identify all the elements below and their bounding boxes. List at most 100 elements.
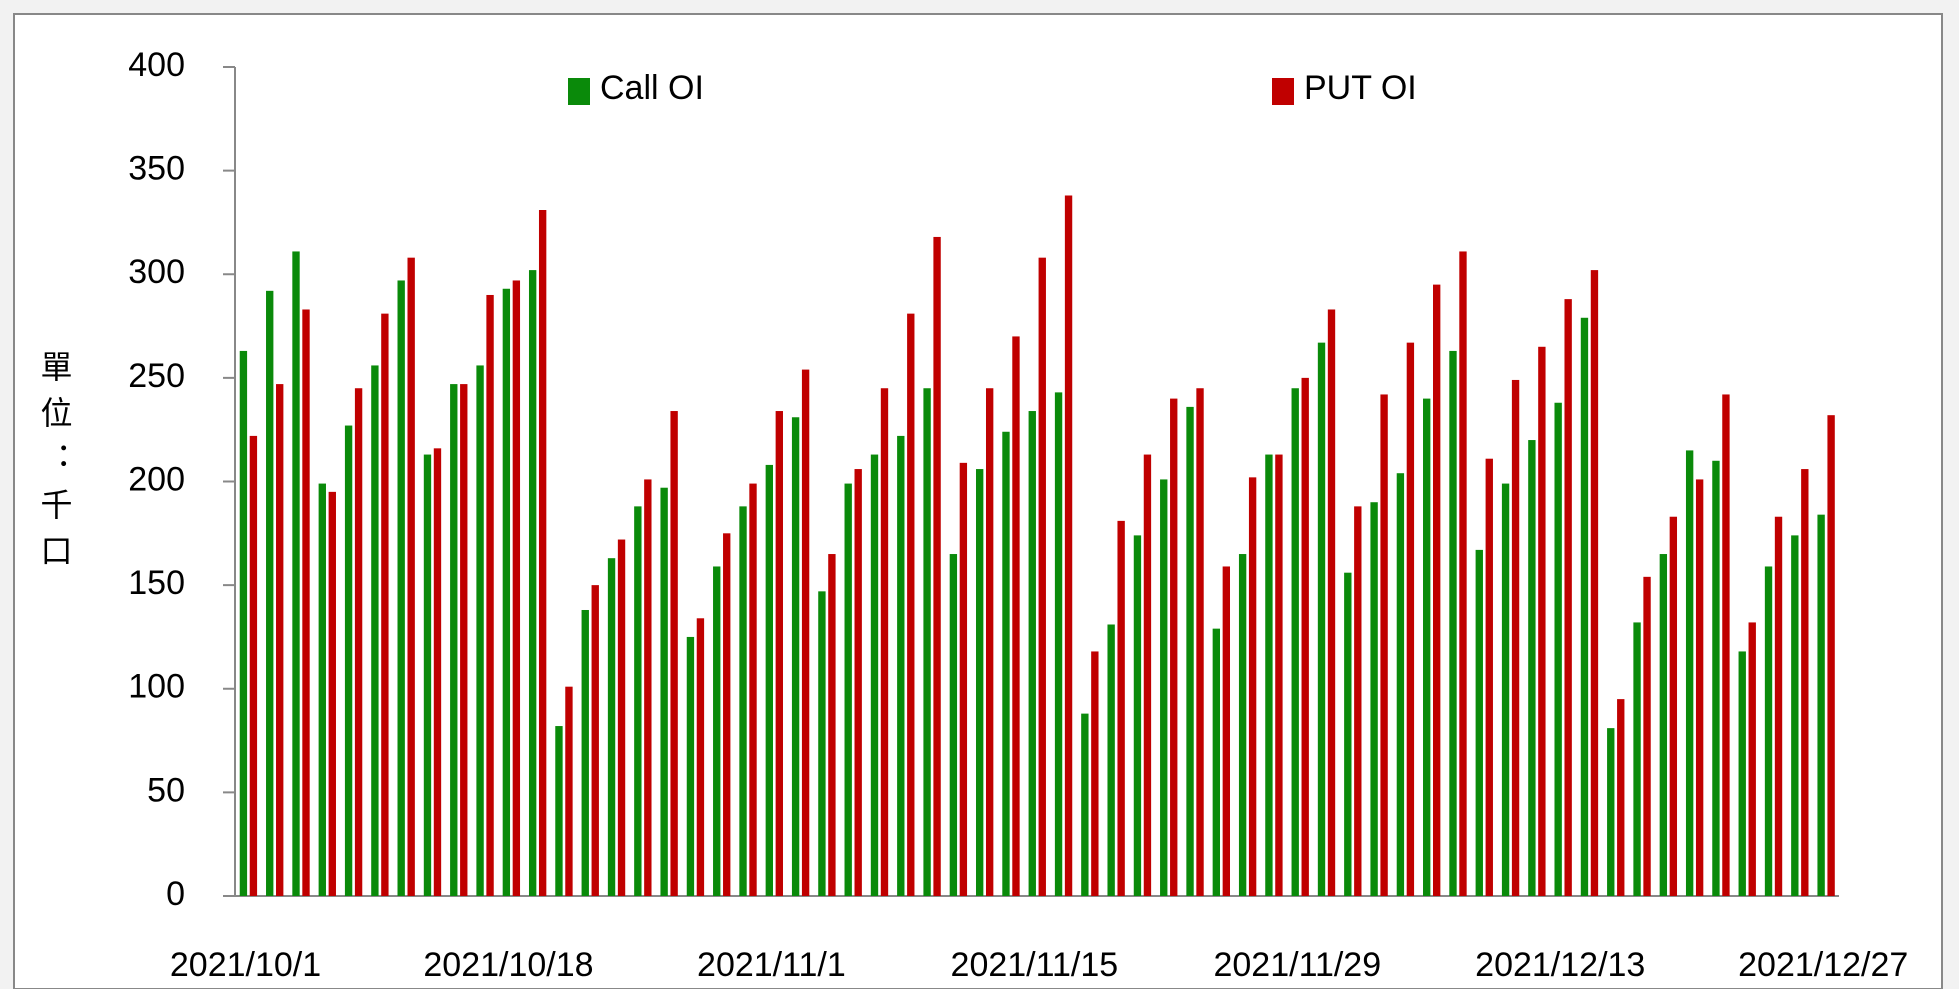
bar [723,533,731,896]
x-tick-label: 2021/11/29 [1213,946,1381,984]
x-tick-label: 2021/12/13 [1475,946,1645,984]
bar [1317,342,1326,897]
bar [1764,566,1773,896]
bar [854,469,862,896]
bar [1791,535,1799,896]
bar [1091,651,1099,896]
bar [276,384,284,896]
bar [1186,406,1194,896]
bar [1380,394,1388,896]
bar [502,288,511,896]
bar [1238,554,1247,896]
bar [1501,483,1510,896]
bar [528,270,537,897]
bar [328,491,336,896]
bar [617,539,626,896]
bar [1748,622,1756,896]
bar [1538,346,1546,897]
bar [1354,506,1362,896]
y-axis-title: 單位：千口 [37,350,73,580]
x-tick-label: 2021/10/1 [170,946,321,984]
bar [266,290,274,897]
bar [591,585,599,896]
bar [1160,479,1168,896]
x-tick-label: 2021/12/27 [1738,946,1908,984]
bar [1038,257,1046,896]
legend-label: Call OI [600,69,704,107]
bar [828,554,836,896]
bar [1511,379,1520,896]
bar [1685,450,1694,896]
bar [460,384,468,896]
bar [512,280,521,896]
bar [749,483,757,896]
bar [765,464,773,896]
bar [1554,402,1562,896]
bar [1528,440,1536,896]
bar [249,435,258,896]
bar [1659,554,1668,896]
bar [870,454,879,896]
bar [1344,572,1352,896]
bar [1564,299,1572,896]
bar [476,365,484,896]
bar [1170,398,1178,896]
bar [555,726,563,896]
bar [239,350,248,896]
y-tick-label: 100 [128,668,185,706]
x-tick-label: 2021/11/1 [697,946,846,984]
bar [1002,431,1010,896]
bar [1291,388,1299,896]
bar [1406,342,1415,897]
bar [644,479,652,896]
bar [775,411,783,896]
bar [1607,728,1615,896]
y-tick-label: 0 [166,875,185,913]
y-tick-label: 400 [128,46,185,84]
bar [1196,388,1204,896]
bar [1143,454,1152,896]
bar [1475,549,1483,896]
bar [670,411,678,896]
y-tick-label: 250 [128,357,185,395]
bar [486,294,494,897]
bar [975,469,984,896]
bar [1590,270,1599,897]
bar [292,251,300,896]
bar [1580,317,1589,897]
bar [1370,502,1378,896]
bar [1617,699,1625,896]
y-tick-label: 150 [128,564,185,602]
bar [1012,336,1020,896]
bar [371,365,379,896]
bar [318,483,326,896]
bar [1222,566,1231,896]
bar [713,566,721,896]
bar [844,483,852,896]
bar [949,554,958,896]
legend-swatch [568,78,590,105]
bar [581,609,589,896]
bar [696,618,705,896]
bar [302,309,310,896]
bar [1774,516,1783,896]
bar [1449,350,1457,896]
bar [1433,284,1441,896]
bar [791,417,800,896]
bar [739,506,747,896]
bar [1643,576,1651,896]
bar [818,591,826,896]
x-tick-label: 2021/11/15 [951,946,1119,984]
bar [538,210,547,896]
bar [660,487,668,896]
bar [565,686,573,896]
bar [1133,535,1142,896]
bar [880,388,889,896]
bar [1396,473,1405,896]
bar [607,558,616,896]
bar [1722,394,1730,896]
bar [1423,398,1431,896]
bar [686,636,695,896]
bar [381,313,389,896]
